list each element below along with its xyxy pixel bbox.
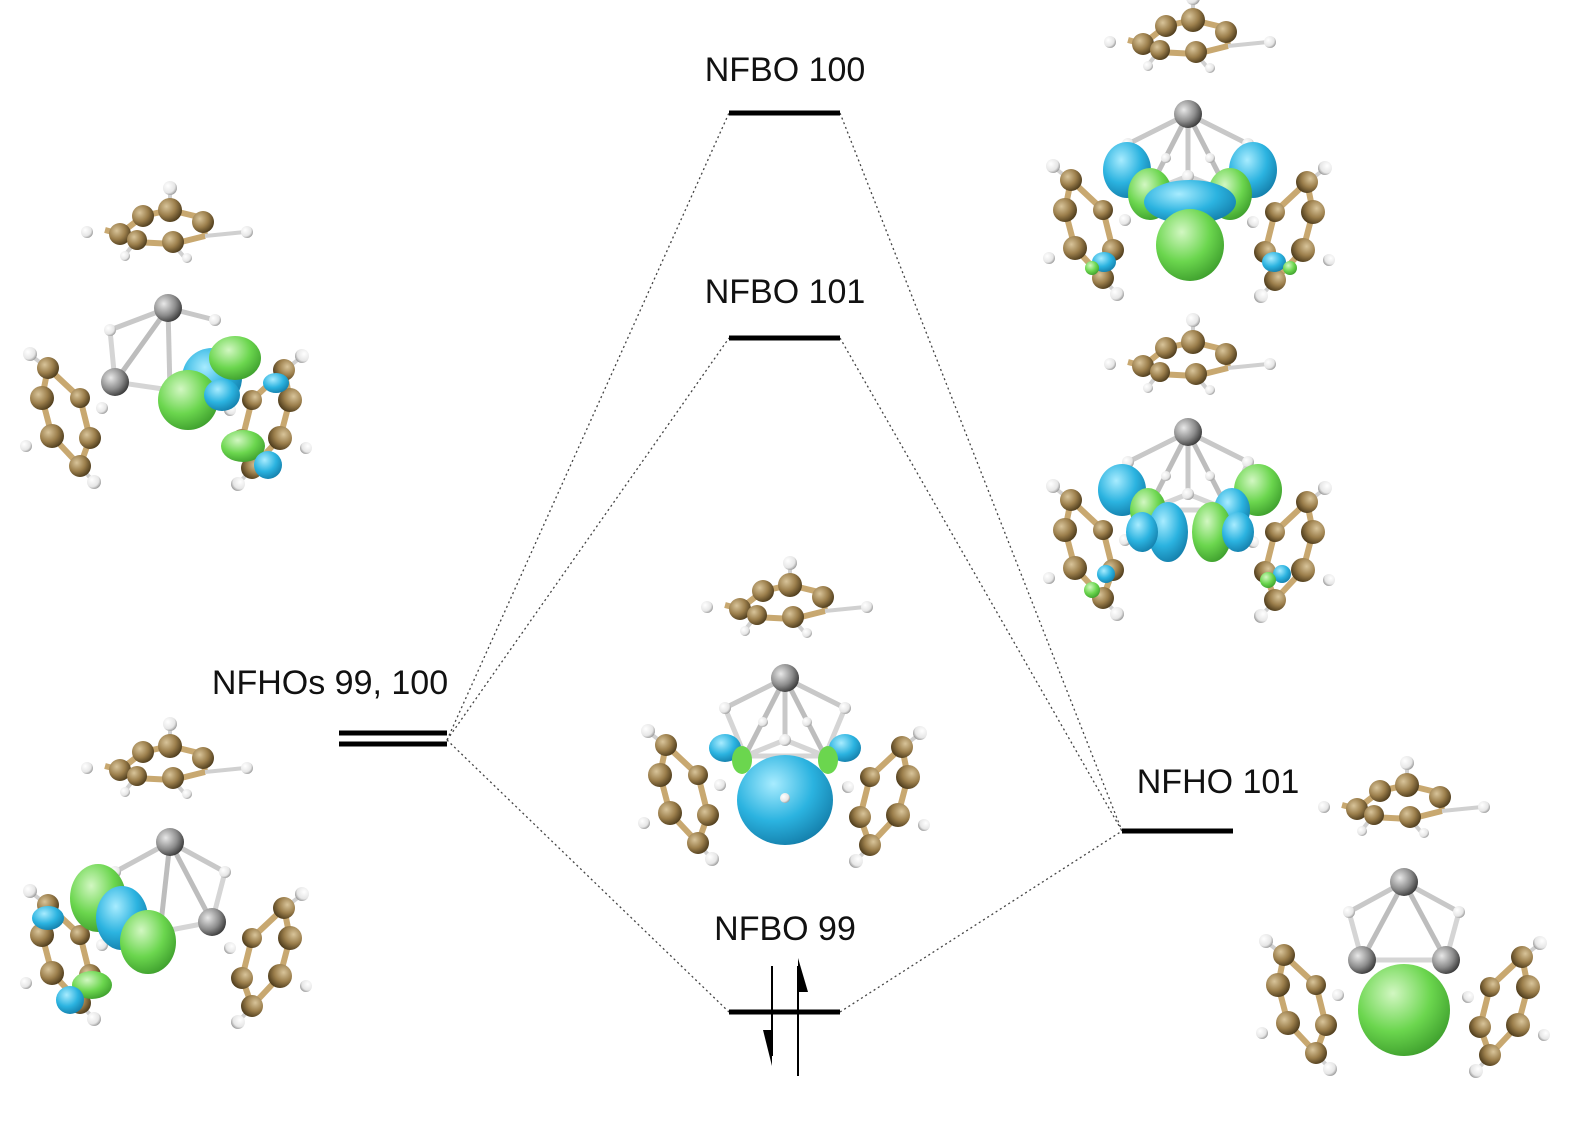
correlation-line xyxy=(446,739,730,1013)
orbital-lobe-negative xyxy=(120,910,176,974)
orbital-lobe-positive xyxy=(254,451,282,479)
orbital-lobe-positive xyxy=(32,906,64,930)
nfbo-101-orbital xyxy=(1043,313,1335,623)
orbital-lobe-positive xyxy=(1262,252,1286,272)
orbital-lobe-negative xyxy=(1358,964,1450,1056)
energy-levels xyxy=(339,110,1233,1015)
spin-down-arrow xyxy=(763,966,773,1066)
nfho-101-orbital xyxy=(1256,756,1550,1078)
orbital-lobe-positive xyxy=(1222,512,1254,552)
orbital-lobe-positive xyxy=(1273,565,1291,583)
orbital-lobe-negative xyxy=(1260,572,1276,588)
orbital-lobe-negative xyxy=(1283,261,1297,275)
nfbo-100-orbital xyxy=(1043,0,1335,303)
nfbo-99-orbital xyxy=(638,556,930,868)
label-nfbo-100: NFBO 100 xyxy=(705,51,866,89)
electron-pair xyxy=(763,958,808,1076)
orbital-lobe-negative xyxy=(72,971,112,999)
correlation-line xyxy=(446,112,730,741)
correlation-line xyxy=(839,830,1123,1013)
orbital-lobe-negative xyxy=(158,370,218,430)
orbital-lobe-positive xyxy=(1126,512,1158,552)
orbital-lobe-negative xyxy=(732,746,752,774)
nfhos-99-100-lower-orbital xyxy=(20,717,312,1029)
label-nfhos-99-100: NFHOs 99, 100 xyxy=(212,664,448,702)
orbital-lobe-negative xyxy=(209,336,261,380)
orbital-lobe-positive xyxy=(204,379,240,411)
nfhos-99-100-upper-orbital xyxy=(20,181,312,491)
orbital-lobe-negative xyxy=(1156,209,1224,281)
correlation-line xyxy=(839,337,1123,832)
orbital-lobe-positive xyxy=(1148,502,1188,562)
label-nfho-101: NFHO 101 xyxy=(1137,763,1300,801)
correlation-line xyxy=(839,112,1123,832)
correlation-line xyxy=(446,337,730,741)
orbital-lobe-negative xyxy=(818,746,838,774)
orbital-lobe-positive xyxy=(263,373,289,393)
orbital-lobe-negative xyxy=(1192,502,1232,562)
orbital-lobe-positive xyxy=(1097,565,1115,583)
label-nfbo-99: NFBO 99 xyxy=(714,910,856,948)
orbital-lobe-negative xyxy=(221,430,265,462)
orbital-lobe-positive xyxy=(1144,180,1236,224)
label-nfbo-101: NFBO 101 xyxy=(705,273,866,311)
orbital-lobe-positive xyxy=(56,986,84,1014)
orbital-lobe-negative xyxy=(1084,582,1100,598)
spin-up-arrow xyxy=(797,958,808,1076)
orbital-lobe-negative xyxy=(1085,261,1099,275)
correlation-lines xyxy=(446,112,1123,1013)
